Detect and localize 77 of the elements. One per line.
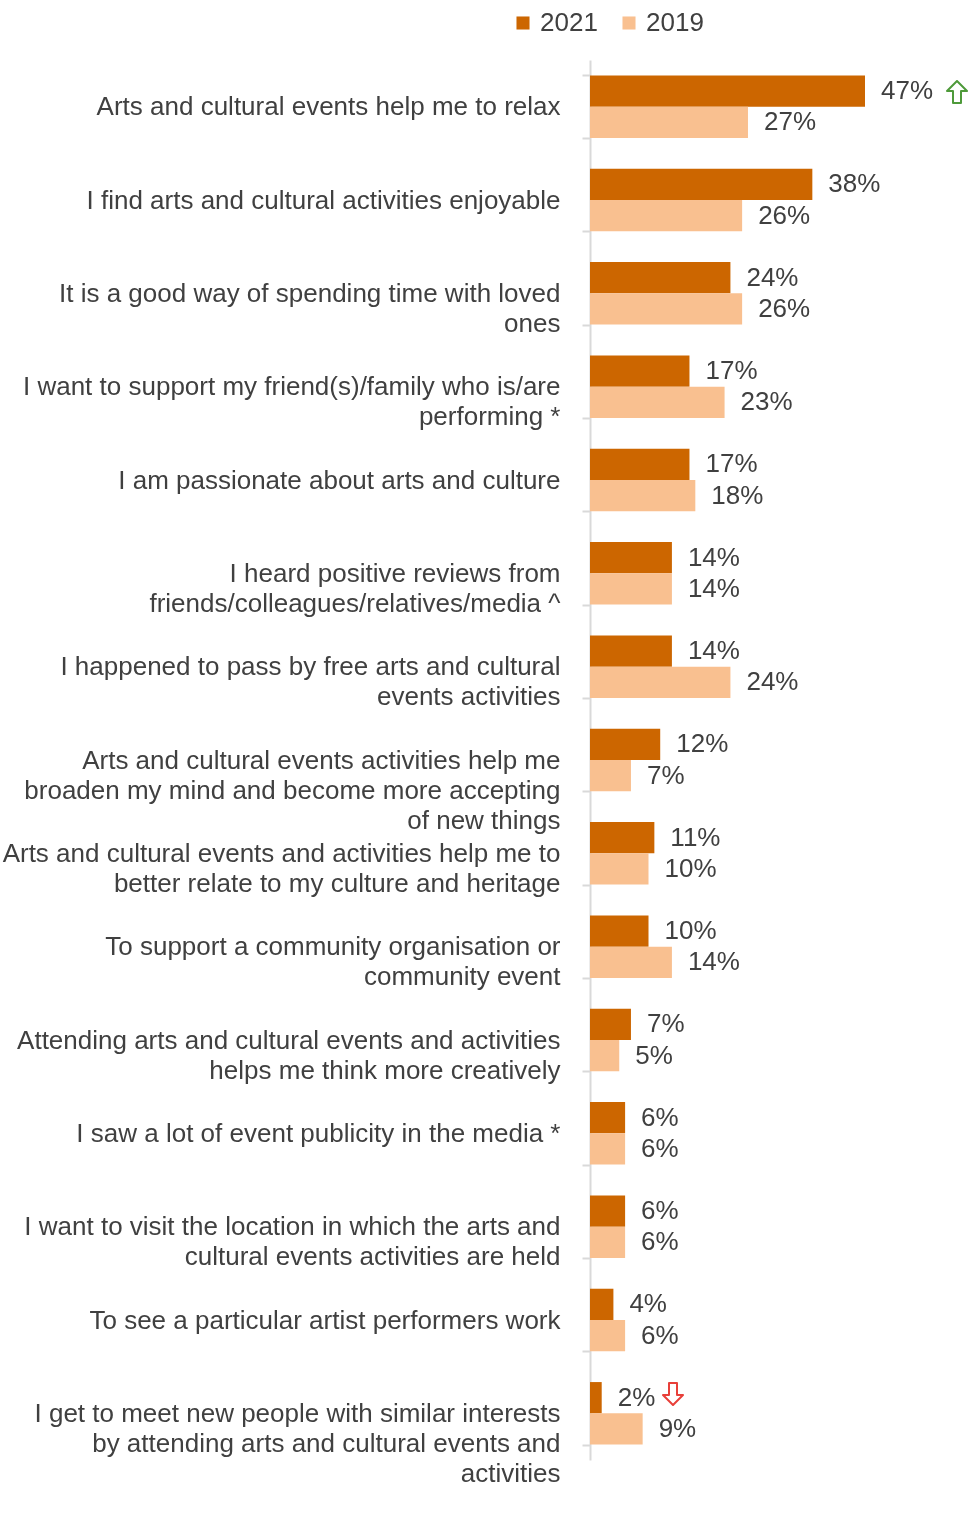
bar — [590, 448, 690, 480]
bar — [590, 760, 631, 792]
bar — [590, 1133, 626, 1165]
y-tick-label: I get to meet new people with similar interests by attending arts and cultural events and activities — [34, 1397, 561, 1488]
data-label: 27% — [763, 106, 817, 137]
bar — [590, 728, 661, 760]
y-tick-label: Arts and cultural events activities help me broaden my mind and become more accepting of new things — [24, 744, 561, 835]
data-label: 17% — [705, 355, 758, 386]
bar — [590, 293, 743, 325]
data-label: 14% — [687, 946, 740, 977]
y-tick-label: I am passionate about arts and culture — [118, 464, 561, 495]
data-label: 9% — [658, 1412, 697, 1443]
data-label: 14% — [687, 541, 740, 572]
data-label: 23% — [740, 386, 793, 417]
y-tick-label: I want to support my friend(s)/family who is/are performing * — [22, 371, 561, 432]
y-tick-label: To see a particular artist performers work — [89, 1304, 562, 1335]
data-label: 6% — [641, 1101, 679, 1132]
data-label: 4% — [629, 1288, 667, 1319]
data-label: 14% — [687, 635, 740, 666]
data-label: 12% — [676, 728, 729, 759]
bar — [590, 1320, 626, 1352]
data-label: 18% — [711, 479, 764, 510]
y-tick-label: Attending arts and cultural events and activities helps me think more creatively — [17, 1024, 561, 1085]
bar — [590, 1195, 626, 1227]
data-label: 24% — [746, 666, 799, 697]
data-label: 6% — [641, 1226, 679, 1257]
y-tick-label: I saw a lot of event publicity in the media * — [76, 1117, 561, 1148]
data-label: 14% — [687, 572, 740, 603]
bar — [590, 635, 672, 667]
data-label: 5% — [635, 1039, 673, 1070]
bar — [590, 822, 655, 854]
data-label: 17% — [705, 448, 758, 479]
y-tick-label: It is a good way of spending time with loved ones — [58, 277, 561, 338]
data-label: 26% — [758, 292, 811, 323]
data-label: 7% — [646, 1008, 685, 1039]
bar — [590, 168, 813, 200]
bar — [590, 542, 672, 574]
data-label: 6% — [641, 1195, 679, 1226]
bar — [590, 573, 672, 605]
bar — [590, 355, 690, 387]
data-label: 10% — [664, 852, 717, 883]
data-label: 6% — [641, 1132, 679, 1163]
bar — [590, 262, 731, 294]
bar — [590, 480, 696, 512]
bar — [590, 1413, 643, 1445]
y-tick-label: I heard positive reviews from friends/colleagues/relatives/media ^ — [149, 557, 562, 618]
bar — [590, 200, 743, 232]
data-label: 2% — [617, 1381, 656, 1412]
bar — [590, 1288, 614, 1320]
y-tick-label: To support a community organisation or community event — [105, 931, 562, 992]
bar — [590, 386, 725, 418]
y-tick-label: Arts and cultural events help me to relax — [96, 91, 561, 122]
data-label: 11% — [670, 821, 721, 852]
bar — [590, 1102, 626, 1134]
bar — [590, 1008, 631, 1040]
legend-label: 2019 — [646, 7, 704, 37]
bar — [590, 1040, 620, 1072]
y-tick-label: I find arts and cultural activities enjoyable — [86, 184, 561, 215]
legend-label: 2021 — [540, 7, 598, 37]
data-label: 38% — [828, 168, 881, 199]
data-label: 10% — [664, 915, 717, 946]
bar — [590, 1382, 602, 1414]
data-label: 47% — [881, 75, 934, 106]
data-label: 6% — [641, 1319, 679, 1350]
data-label: 7% — [646, 759, 685, 790]
bar — [590, 915, 649, 947]
bar — [590, 106, 748, 138]
bar — [590, 1226, 626, 1258]
y-tick-label: I want to visit the location in which the arts and cultural events activities are held — [24, 1211, 561, 1272]
data-label: 24% — [746, 261, 799, 292]
bar — [590, 75, 865, 107]
y-tick-label: I happened to pass by free arts and cultural events activities — [60, 651, 561, 712]
data-label: 26% — [758, 199, 811, 230]
bar — [590, 666, 731, 698]
bar — [590, 853, 649, 885]
y-tick-label: Arts and cultural events and activities help me to better relate to my culture and heritage — [2, 837, 561, 898]
bar — [590, 946, 672, 978]
